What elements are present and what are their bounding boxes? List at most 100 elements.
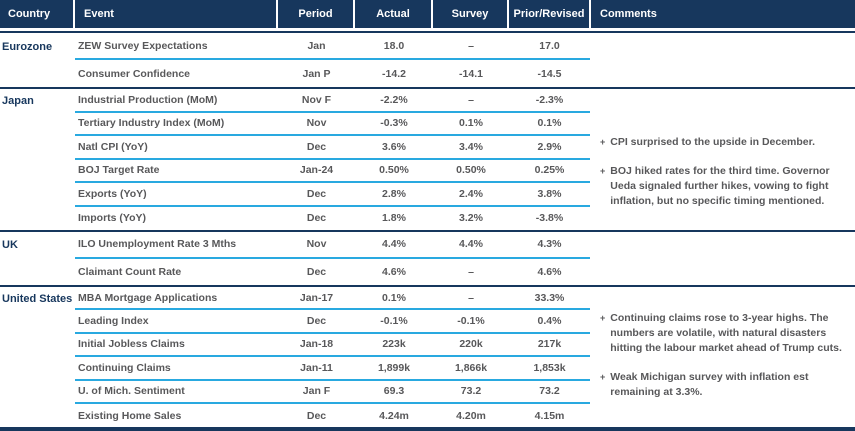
table-row: Leading Index Dec -0.1% -0.1% 0.4% [75, 310, 590, 334]
survey-cell: – [468, 265, 474, 278]
column-header-prior: Prior/Revised [509, 0, 591, 28]
actual-cell: 4.6% [382, 265, 406, 278]
period-cell: Dec [306, 409, 327, 422]
table-row: Natl CPI (YoY) Dec 3.6% 3.4% 2.9% [75, 136, 590, 160]
bullet-icon: + [600, 372, 606, 382]
event-cell: Imports (YoY) [78, 212, 147, 225]
actual-cell: 223k [382, 338, 406, 351]
table-row: Claimant Count Rate Dec 4.6% – 4.6% [75, 259, 590, 286]
event-cell: U. of Mich. Sentiment [78, 385, 185, 398]
actual-cell: 18.0 [383, 39, 405, 52]
actual-cell: 3.6% [382, 140, 406, 153]
event-cell: Initial Jobless Claims [78, 338, 185, 351]
comment-item: + Weak Michigan survey with inflation est… [600, 370, 849, 400]
event-cell: Natl CPI (YoY) [78, 140, 148, 153]
section-rows: ZEW Survey Expectations Jan 18.0 – 17.0 Consu… [75, 33, 590, 87]
column-header-actual: Actual [355, 0, 433, 28]
survey-cell: 73.2 [460, 385, 482, 398]
actual-cell: 0.1% [382, 291, 406, 304]
event-cell: ILO Unemployment Rate 3 Mths [78, 238, 237, 251]
actual-cell: 69.3 [383, 385, 405, 398]
event-cell: MBA Mortgage Applications [78, 291, 218, 304]
prior-cell: 73.2 [539, 385, 560, 398]
period-cell: Jan-18 [299, 338, 334, 351]
actual-cell: -0.1% [380, 315, 408, 328]
survey-cell: -0.1% [457, 315, 485, 328]
comments-cell [590, 33, 855, 87]
survey-cell: – [468, 291, 474, 304]
section-rows: Industrial Production (MoM) Nov F -2.2% – -2… [75, 89, 590, 230]
prior-cell: -14.5 [537, 67, 562, 80]
comment-item: + Continuing claims rose to 3-year highs.… [600, 311, 849, 356]
section-eurozone: Eurozone ZEW Survey Expectations Jan 18.0 – 1… [0, 31, 855, 87]
bullet-icon: + [600, 166, 606, 176]
event-cell: Tertiary Industry Index (MoM) [78, 117, 225, 130]
header-row: Country Event Period Actual Survey Prior/Revi… [0, 0, 855, 28]
header-gap [0, 28, 855, 31]
actual-cell: -2.2% [380, 93, 408, 106]
period-cell: Jan-24 [299, 164, 334, 177]
comment-text: BOJ hiked rates for the third time. Gove… [610, 165, 830, 207]
column-header-event: Event [75, 0, 278, 28]
prior-cell: 0.1% [537, 117, 562, 130]
period-cell: Jan-17 [299, 291, 334, 304]
table-body: Eurozone ZEW Survey Expectations Jan 18.0 – 1… [0, 31, 855, 427]
survey-cell: 3.2% [459, 212, 483, 225]
comment-text: Weak Michigan survey with inflation est … [610, 371, 809, 398]
country-label: Eurozone [2, 40, 53, 53]
table-row: Initial Jobless Claims Jan-18 223k 220k 217k [75, 334, 590, 358]
section-rows: ILO Unemployment Rate 3 Mths Nov 4.4% 4.4% 4… [75, 232, 590, 285]
prior-cell: 4.3% [537, 238, 562, 251]
survey-cell: – [468, 93, 474, 106]
event-cell: BOJ Target Rate [78, 164, 160, 177]
table-row: Imports (YoY) Dec 1.8% 3.2% -3.8% [75, 207, 590, 231]
actual-cell: 1,899k [377, 361, 411, 374]
prior-cell: 2.9% [537, 140, 562, 153]
country-label: UK [2, 239, 18, 252]
event-cell: Leading Index [78, 315, 149, 328]
survey-cell: 0.1% [459, 117, 483, 130]
column-header-period: Period [278, 0, 355, 28]
survey-cell: 4.20m [456, 409, 486, 422]
prior-cell: -3.8% [535, 212, 564, 225]
period-cell: Dec [306, 187, 327, 200]
table-row: MBA Mortgage Applications Jan-17 0.1% – 33.3… [75, 287, 590, 311]
column-header-comments: Comments [600, 8, 657, 20]
survey-cell: 0.50% [456, 164, 486, 177]
column-header-country: Country [0, 0, 75, 28]
survey-cell: 3.4% [459, 140, 483, 153]
section-japan: Japan Industrial Production (MoM) Nov F -2.… [0, 87, 855, 230]
period-cell: Dec [306, 140, 327, 153]
comments-block: + CPI surprised to the upside in December… [600, 135, 849, 223]
section-rows: MBA Mortgage Applications Jan-17 0.1% – 33.3… [75, 287, 590, 427]
table-row: Industrial Production (MoM) Nov F -2.2% – -2… [75, 89, 590, 113]
prior-cell: 0.25% [534, 164, 565, 177]
event-cell: Industrial Production (MoM) [78, 93, 218, 106]
survey-cell: 220k [459, 338, 483, 351]
period-cell: Dec [306, 315, 327, 328]
actual-cell: 2.8% [382, 187, 406, 200]
prior-cell: 33.3% [534, 291, 565, 304]
survey-cell: 4.4% [459, 238, 483, 251]
event-cell: Exports (YoY) [78, 187, 147, 200]
table-bottom-border [0, 427, 855, 431]
prior-cell: 4.15m [534, 409, 565, 422]
period-cell: Jan [307, 39, 326, 52]
country-label: Japan [2, 94, 34, 107]
actual-cell: 4.4% [382, 238, 406, 251]
actual-cell: -14.2 [382, 67, 406, 80]
prior-cell: -2.3% [535, 93, 564, 106]
table-row: Tertiary Industry Index (MoM) Nov -0.3% 0.1… [75, 113, 590, 136]
period-cell: Nov [306, 117, 327, 130]
survey-cell: 1,866k [454, 361, 488, 374]
actual-cell: 1.8% [382, 212, 406, 225]
comment-text: CPI surprised to the upside in December. [610, 136, 816, 148]
actual-cell: -0.3% [380, 117, 408, 130]
survey-cell: – [468, 39, 474, 52]
column-header-survey: Survey [433, 0, 509, 28]
table-row: U. of Mich. Sentiment Jan F 69.3 73.2 73.2 [75, 381, 590, 404]
event-cell: Continuing Claims [78, 361, 171, 374]
table-row: Continuing Claims Jan-11 1,899k 1,866k 1,853… [75, 357, 590, 381]
actual-cell: 0.50% [379, 164, 409, 177]
